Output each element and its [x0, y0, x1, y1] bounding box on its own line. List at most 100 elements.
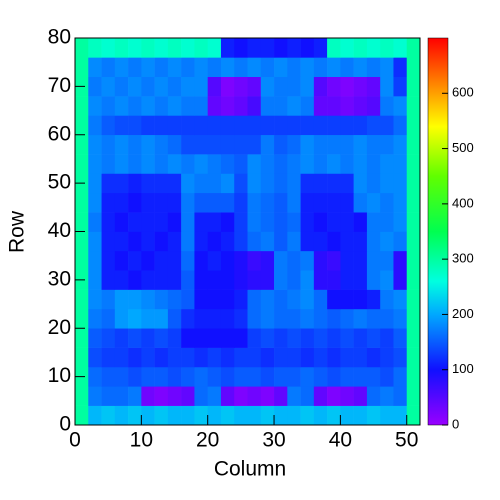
heatmap-cell: [207, 270, 222, 290]
heatmap-cell: [247, 57, 262, 77]
heatmap-cell: [340, 57, 354, 77]
heatmap-cell: [247, 270, 262, 290]
heatmap-cell: [207, 405, 222, 426]
heatmap-cell: [366, 231, 381, 252]
heatmap-cell: [207, 115, 222, 136]
heatmap-cell: [313, 231, 328, 252]
heatmap-cell: [167, 57, 182, 77]
heatmap-cell: [154, 289, 169, 310]
heatmap-cell: [327, 173, 341, 194]
heatmap-cell: [406, 289, 421, 310]
heatmap-cell: [75, 115, 89, 136]
heatmap-cell: [340, 328, 354, 348]
heatmap-cell: [366, 76, 381, 97]
heatmap-cell: [260, 76, 275, 97]
heatmap-cell: [366, 328, 381, 348]
heatmap-cell: [75, 250, 89, 271]
heatmap-cell: [247, 76, 262, 97]
heatmap-cell: [260, 115, 275, 136]
heatmap-cell: [220, 173, 235, 194]
heatmap-cell: [313, 96, 328, 116]
heatmap-cell: [313, 347, 328, 368]
heatmap-cell: [380, 96, 394, 116]
heatmap-cell: [353, 308, 368, 329]
heatmap-cell: [340, 192, 354, 213]
heatmap-cell: [220, 405, 235, 426]
heatmap-cell: [194, 328, 208, 348]
heatmap-cell: [154, 134, 169, 155]
heatmap-cell: [128, 115, 142, 136]
heatmap-cell: [247, 289, 262, 310]
heatmap-cell: [154, 154, 169, 174]
heatmap-cell: [114, 173, 129, 194]
heatmap-cell: [380, 134, 394, 155]
heatmap-cell: [340, 154, 354, 174]
heatmap-cell: [181, 250, 195, 271]
heatmap-cell: [101, 270, 116, 290]
heatmap-cell: [141, 308, 155, 329]
heatmap-cell: [114, 38, 129, 58]
heatmap-cell: [247, 308, 262, 329]
heatmap-cell: [194, 250, 208, 271]
heatmap-cell: [353, 96, 368, 116]
heatmap-cell: [114, 270, 129, 290]
heatmap-cell: [287, 250, 301, 271]
heatmap-cell: [154, 308, 169, 329]
heatmap-cell: [260, 154, 275, 174]
heatmap-cell: [393, 250, 408, 271]
heatmap-cell: [313, 173, 328, 194]
heatmap-cell: [406, 308, 421, 329]
heatmap-cell: [154, 250, 169, 271]
heatmap-cell: [353, 38, 368, 58]
heatmap-cell: [406, 57, 421, 77]
heatmap-cell: [340, 386, 354, 406]
heatmap-cell: [88, 134, 102, 155]
heatmap-cell: [260, 173, 275, 194]
heatmap-cell: [366, 347, 381, 368]
heatmap-cell: [327, 386, 341, 406]
heatmap-cell: [207, 250, 222, 271]
heatmap-cell: [340, 212, 354, 232]
heatmap-cell: [366, 115, 381, 136]
heatmap-cell: [287, 308, 301, 329]
heatmap-cell: [167, 308, 182, 329]
heatmap-cell: [380, 115, 394, 136]
heatmap-cell: [300, 96, 315, 116]
heatmap-cell: [380, 366, 394, 387]
heatmap-cell: [247, 154, 262, 174]
heatmap-cell: [128, 231, 142, 252]
heatmap-cell: [406, 212, 421, 232]
heatmap-cell: [207, 38, 222, 58]
heatmap-cell: [393, 57, 408, 77]
heatmap-cell: [154, 270, 169, 290]
y-tick-label: 10: [48, 364, 71, 387]
heatmap-cell: [366, 96, 381, 116]
heatmap-cell: [247, 96, 262, 116]
heatmap-cell: [327, 308, 341, 329]
color-bar: [427, 37, 449, 426]
heatmap-cell: [234, 57, 248, 77]
heatmap-cell: [353, 212, 368, 232]
heatmap-cell: [287, 270, 301, 290]
heatmap-cell: [274, 57, 288, 77]
heatmap-cell: [75, 386, 89, 406]
heatmap-cell: [141, 347, 155, 368]
y-tick-label: 70: [48, 74, 71, 97]
heatmap-cell: [154, 115, 169, 136]
heatmap-cell: [88, 38, 102, 58]
heatmap-cell: [220, 154, 235, 174]
heatmap-cell: [393, 270, 408, 290]
heatmap-cell: [220, 289, 235, 310]
heatmap-cell: [194, 134, 208, 155]
heatmap-cell: [393, 38, 408, 58]
heatmap-cell: [101, 366, 116, 387]
heatmap-cell: [406, 347, 421, 368]
heatmap-cell: [207, 231, 222, 252]
heatmap-cell: [220, 250, 235, 271]
heatmap-cell: [114, 289, 129, 310]
heatmap-cell: [128, 328, 142, 348]
heatmap-cell: [406, 270, 421, 290]
heatmap-cell: [340, 250, 354, 271]
heatmap-cell: [207, 347, 222, 368]
heatmap-cell: [260, 386, 275, 406]
